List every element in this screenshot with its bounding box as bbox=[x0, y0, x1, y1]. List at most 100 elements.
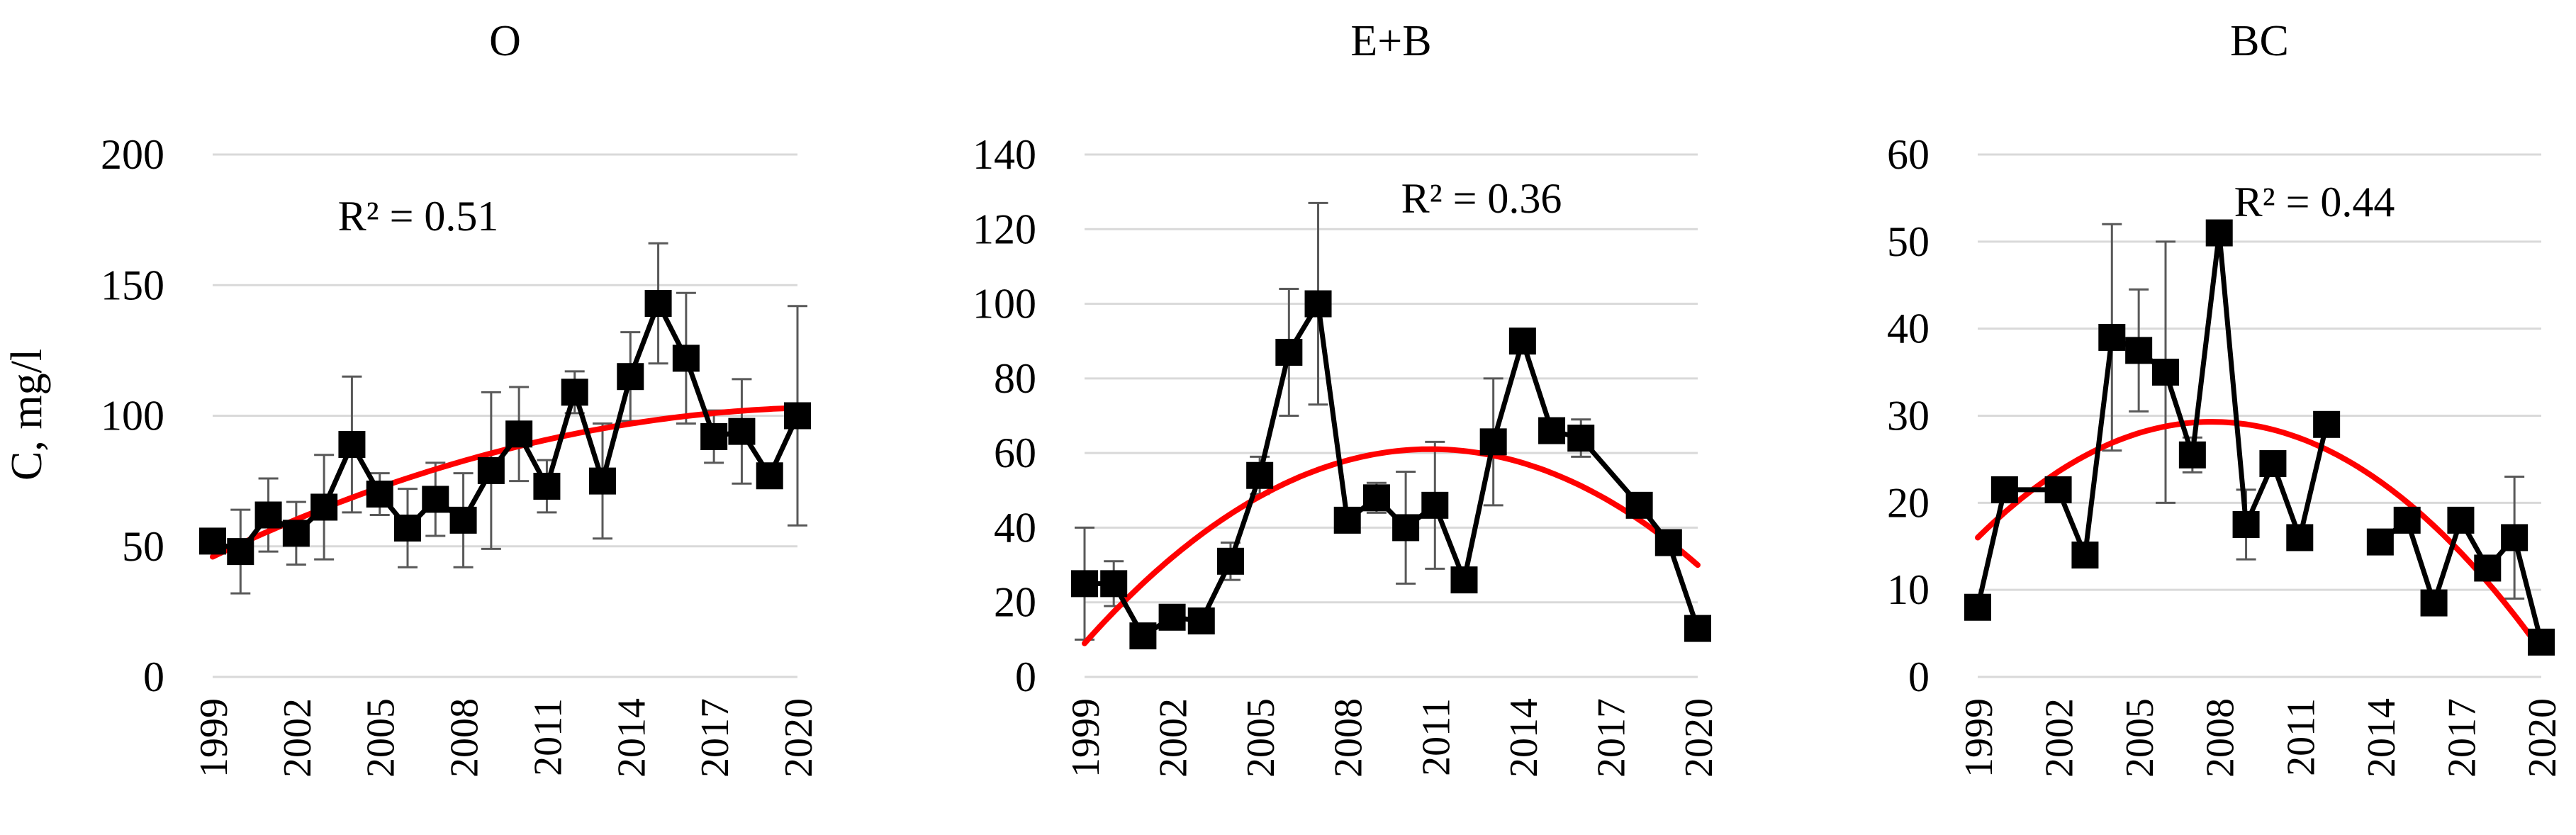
data-point bbox=[1567, 425, 1595, 452]
data-point bbox=[1654, 529, 1682, 556]
x-tick-label: 2017 bbox=[2440, 698, 2484, 778]
data-point bbox=[338, 431, 366, 459]
y-tick-label: 0 bbox=[143, 654, 164, 700]
data-point bbox=[1625, 491, 1653, 519]
data-point bbox=[2071, 542, 2099, 569]
y-tick-label: 140 bbox=[973, 131, 1036, 178]
data-point bbox=[756, 462, 783, 490]
data-point bbox=[1508, 327, 1536, 355]
r-squared-label: R² = 0.51 bbox=[338, 193, 499, 240]
x-tick-label: 2008 bbox=[1327, 698, 1371, 778]
panel-o: O 0 50 100 150 200 1999 2002 2005 2008 2011 2014 20… bbox=[101, 17, 821, 778]
data-point bbox=[1246, 461, 1274, 489]
y-tick-label: 40 bbox=[994, 504, 1036, 551]
data-point bbox=[2447, 506, 2475, 534]
data-point bbox=[2393, 506, 2421, 534]
data-point bbox=[1333, 506, 1361, 534]
data-point bbox=[617, 363, 644, 391]
y-tick-label: 60 bbox=[1887, 131, 1930, 178]
y-tick-label: 100 bbox=[101, 393, 164, 439]
data-point bbox=[1990, 476, 2018, 503]
y-tick-label: 50 bbox=[122, 523, 164, 570]
y-tick-label: 100 bbox=[973, 281, 1036, 327]
x-tick-label: 2014 bbox=[610, 698, 654, 778]
x-tick-label: 2005 bbox=[2118, 698, 2162, 778]
x-tick-label: 2005 bbox=[359, 698, 403, 778]
data-point bbox=[1304, 290, 1332, 318]
data-point bbox=[1187, 607, 1215, 635]
y-tick-label: 30 bbox=[1887, 393, 1930, 439]
data-point bbox=[2125, 337, 2153, 364]
data-point bbox=[589, 467, 616, 495]
x-tick-label: 2011 bbox=[1414, 698, 1458, 776]
r-squared-label: R² = 0.44 bbox=[2234, 179, 2395, 225]
x-tick-label: 2020 bbox=[2521, 698, 2565, 778]
y-tick-label: 150 bbox=[101, 262, 164, 308]
data-point bbox=[254, 501, 282, 529]
y-tick-label: 60 bbox=[994, 430, 1036, 476]
data-point bbox=[2152, 359, 2179, 386]
x-tick-label: 2020 bbox=[1677, 698, 1721, 778]
data-point bbox=[1129, 622, 1157, 650]
y-tick-label: 10 bbox=[1887, 566, 1930, 613]
series-line bbox=[1085, 301, 1701, 639]
panel-bc: BC 0 10 20 30 40 50 60 1999 2002 2005 2008 2011 2014… bbox=[1887, 17, 2565, 778]
data-point bbox=[422, 486, 449, 513]
data-point bbox=[1450, 566, 1478, 594]
x-tick-label: 2008 bbox=[443, 698, 487, 778]
y-tick-label: 0 bbox=[1015, 654, 1036, 700]
data-point bbox=[1158, 603, 1186, 631]
data-point bbox=[505, 420, 533, 448]
data-point bbox=[2528, 628, 2555, 656]
y-tick-label: 0 bbox=[1908, 654, 1930, 700]
data-point bbox=[1275, 339, 1303, 366]
panel-title: BC bbox=[2230, 17, 2289, 65]
x-tick-label: 2002 bbox=[2038, 698, 2082, 778]
x-tick-label: 2014 bbox=[2360, 698, 2404, 778]
data-point bbox=[227, 538, 254, 566]
data-point bbox=[1392, 514, 1420, 542]
y-tick-label: 120 bbox=[973, 206, 1036, 252]
data-point bbox=[366, 481, 393, 508]
data-point bbox=[2313, 410, 2341, 438]
series-line bbox=[1975, 230, 2329, 608]
x-tick-label: 2011 bbox=[2279, 698, 2323, 776]
x-tick-label: 2011 bbox=[526, 698, 570, 776]
data-point bbox=[2286, 524, 2314, 551]
data-point bbox=[394, 514, 421, 542]
panel-title: E+B bbox=[1350, 17, 1431, 65]
x-tick-label: 1999 bbox=[1957, 698, 2001, 778]
data-point bbox=[644, 290, 672, 318]
data-point bbox=[310, 493, 338, 521]
x-tick-label: 2002 bbox=[1152, 698, 1196, 778]
x-tick-label: 2008 bbox=[2199, 698, 2243, 778]
data-point bbox=[199, 527, 226, 555]
data-point bbox=[477, 456, 505, 484]
trend-line bbox=[1082, 446, 1701, 646]
y-tick-label: 20 bbox=[1887, 479, 1930, 526]
data-point bbox=[2501, 524, 2529, 551]
x-tick-label: 2002 bbox=[276, 698, 320, 778]
data-point bbox=[2366, 528, 2394, 556]
y-tick-label: 20 bbox=[994, 579, 1036, 626]
data-point bbox=[700, 422, 728, 450]
data-point bbox=[282, 520, 310, 547]
x-tick-label: 2017 bbox=[693, 698, 737, 778]
y-tick-label: 50 bbox=[1887, 218, 1930, 265]
panel-e-b: E+B 0 20 40 60 80 100 120 140 1999 2002 2005 2008 20… bbox=[973, 17, 1721, 778]
data-point bbox=[2420, 589, 2448, 617]
data-point bbox=[449, 506, 477, 534]
data-point bbox=[2205, 219, 2233, 247]
data-point bbox=[2178, 441, 2206, 469]
data-point bbox=[1100, 570, 1128, 598]
data-point bbox=[2098, 323, 2126, 351]
x-tick-label: 2005 bbox=[1239, 698, 1283, 778]
data-point bbox=[1479, 428, 1507, 456]
data-point bbox=[2232, 511, 2260, 539]
data-point bbox=[1071, 570, 1098, 598]
x-tick-label: 2017 bbox=[1589, 698, 1633, 778]
data-point bbox=[1421, 491, 1449, 519]
x-tick-label: 2020 bbox=[777, 698, 821, 778]
x-tick-label: 1999 bbox=[1064, 698, 1108, 778]
